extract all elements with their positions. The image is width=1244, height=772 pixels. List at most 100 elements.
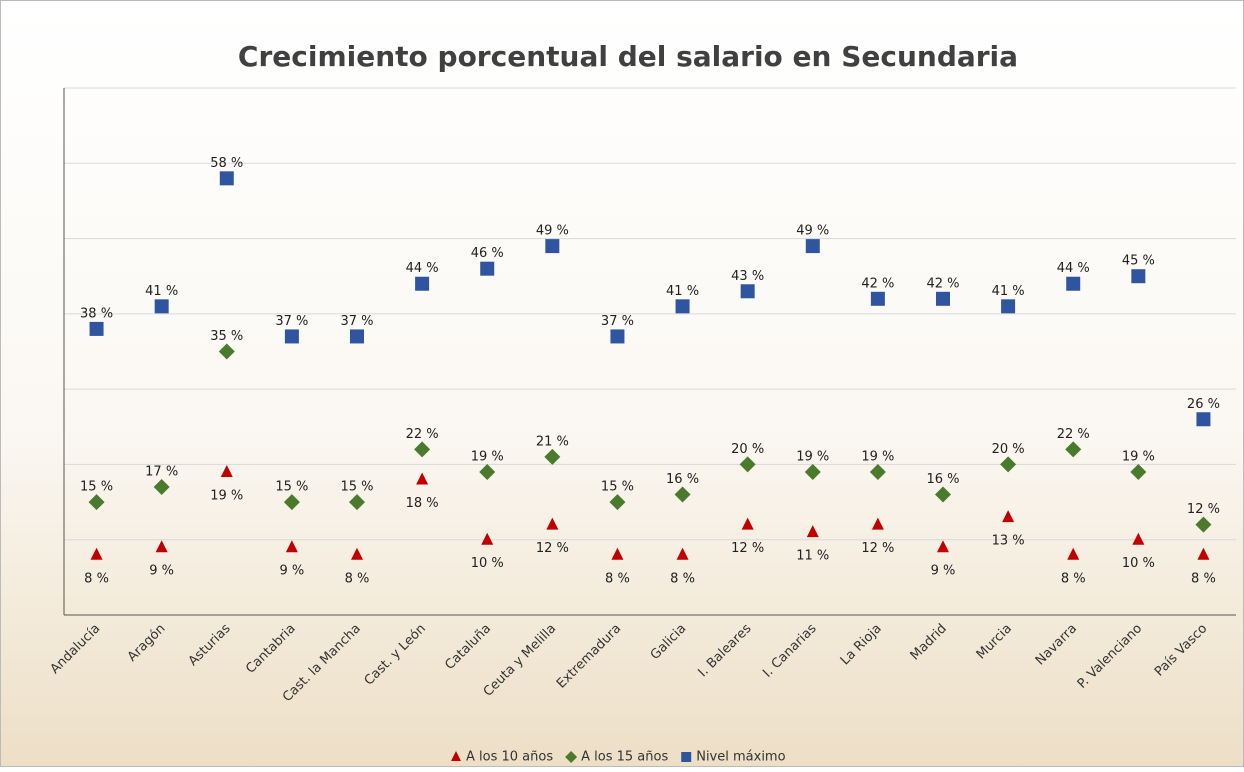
data-label: 9 % bbox=[280, 564, 305, 579]
data-label: 49 % bbox=[536, 224, 569, 239]
data-label: 19 % bbox=[861, 449, 894, 464]
data-label: 58 % bbox=[210, 156, 243, 171]
marker bbox=[869, 463, 886, 480]
marker bbox=[935, 486, 951, 503]
marker bbox=[1000, 456, 1017, 473]
data-label: 41 % bbox=[145, 284, 178, 299]
data-label: 44 % bbox=[406, 261, 439, 276]
data-label: 19 % bbox=[471, 449, 504, 464]
data-label: 8 % bbox=[670, 571, 695, 586]
marker bbox=[806, 525, 819, 538]
marker bbox=[1130, 463, 1147, 480]
marker bbox=[1196, 412, 1211, 427]
marker bbox=[805, 239, 820, 254]
data-label: 17 % bbox=[145, 465, 178, 480]
marker bbox=[155, 540, 168, 553]
data-label: 42 % bbox=[861, 276, 894, 291]
marker bbox=[1066, 276, 1081, 291]
marker bbox=[218, 343, 235, 360]
data-label: 38 % bbox=[80, 306, 113, 321]
marker bbox=[936, 291, 950, 306]
data-label: 12 % bbox=[1187, 502, 1220, 517]
marker bbox=[1067, 547, 1080, 560]
marker bbox=[349, 494, 365, 511]
data-label: 9 % bbox=[149, 564, 174, 579]
data-label: 20 % bbox=[731, 442, 764, 457]
data-label: 44 % bbox=[1057, 261, 1090, 276]
data-label: 45 % bbox=[1122, 254, 1155, 269]
data-label: 10 % bbox=[1122, 556, 1155, 571]
marker bbox=[544, 448, 561, 465]
data-label: 16 % bbox=[926, 472, 959, 487]
marker bbox=[804, 463, 821, 480]
data-label: 8 % bbox=[1191, 571, 1216, 586]
data-label: 41 % bbox=[666, 284, 699, 299]
marker bbox=[674, 486, 691, 503]
marker bbox=[675, 299, 690, 314]
legend-marker bbox=[451, 751, 461, 761]
data-label: 22 % bbox=[406, 427, 439, 442]
marker bbox=[1001, 299, 1016, 314]
marker bbox=[90, 547, 103, 560]
marker bbox=[350, 329, 364, 344]
marker bbox=[479, 463, 496, 480]
marker bbox=[1197, 547, 1210, 560]
marker bbox=[1002, 510, 1015, 523]
data-label: 13 % bbox=[992, 534, 1025, 549]
legend-marker bbox=[565, 751, 578, 763]
data-label: 19 % bbox=[210, 488, 243, 503]
marker bbox=[415, 276, 430, 291]
data-label: 37 % bbox=[340, 314, 373, 329]
marker bbox=[1132, 532, 1145, 545]
marker bbox=[546, 517, 559, 530]
legend: A los 10 años A los 15 años Nivel máximo bbox=[451, 750, 786, 765]
data-label: 12 % bbox=[731, 541, 764, 556]
marker bbox=[89, 321, 104, 336]
marker bbox=[1195, 516, 1212, 533]
marker bbox=[284, 329, 299, 344]
data-label: 15 % bbox=[80, 480, 113, 495]
data-label: 11 % bbox=[796, 549, 829, 564]
marker bbox=[611, 547, 624, 560]
legend-label: A los 10 años bbox=[466, 750, 553, 765]
marker bbox=[740, 284, 755, 299]
legend-label: A los 15 años bbox=[581, 750, 668, 765]
marker bbox=[609, 494, 626, 511]
data-label: 15 % bbox=[340, 480, 373, 495]
data-label: 20 % bbox=[992, 442, 1025, 457]
data-label: 49 % bbox=[796, 224, 829, 239]
data-label: 35 % bbox=[210, 329, 243, 344]
marker bbox=[351, 547, 363, 560]
data-label: 15 % bbox=[275, 480, 308, 495]
marker bbox=[153, 479, 170, 496]
data-label: 18 % bbox=[406, 496, 439, 511]
marker bbox=[1065, 441, 1082, 458]
legend-marker bbox=[681, 752, 692, 762]
legend-label: Nivel máximo bbox=[696, 750, 785, 765]
data-label: 16 % bbox=[666, 472, 699, 487]
marker bbox=[741, 517, 754, 530]
data-label: 8 % bbox=[345, 571, 370, 586]
data-label: 12 % bbox=[536, 541, 569, 556]
marker bbox=[220, 464, 233, 477]
marker bbox=[676, 547, 689, 560]
data-label: 12 % bbox=[861, 541, 894, 556]
data-label: 8 % bbox=[605, 571, 630, 586]
marker bbox=[481, 532, 494, 545]
data-label: 21 % bbox=[536, 434, 569, 449]
marker bbox=[1131, 269, 1146, 284]
data-label: 9 % bbox=[931, 564, 956, 579]
data-label: 37 % bbox=[275, 314, 308, 329]
marker bbox=[154, 299, 169, 314]
data-label: 43 % bbox=[731, 269, 764, 284]
data-label: 19 % bbox=[1122, 449, 1155, 464]
data-label: 46 % bbox=[471, 246, 504, 261]
data-label: 19 % bbox=[796, 449, 829, 464]
marker bbox=[480, 261, 495, 276]
marker bbox=[285, 540, 298, 553]
data-label: 15 % bbox=[601, 480, 634, 495]
data-label: 37 % bbox=[601, 314, 634, 329]
